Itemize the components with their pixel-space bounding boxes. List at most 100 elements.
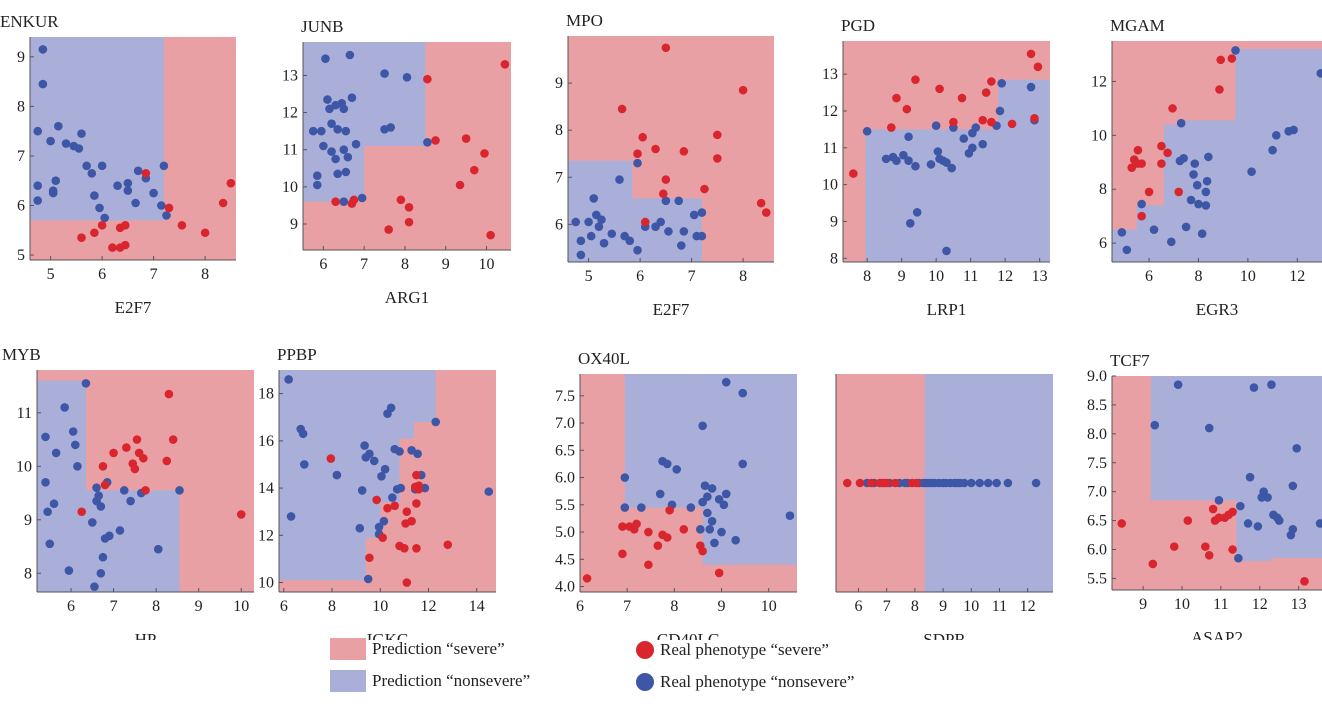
point-nonsevere bbox=[597, 215, 606, 224]
point-nonsevere bbox=[345, 50, 355, 60]
point-severe bbox=[414, 484, 424, 494]
y-tick-label: 4.5 bbox=[555, 551, 575, 568]
point-nonsevere bbox=[997, 79, 1006, 88]
point-severe bbox=[644, 560, 653, 570]
point-nonsevere bbox=[620, 473, 630, 482]
point-nonsevere bbox=[123, 186, 133, 195]
x-tick-label: 10 bbox=[761, 598, 777, 615]
point-nonsevere bbox=[959, 134, 969, 143]
point-severe bbox=[1033, 62, 1043, 72]
point-severe bbox=[164, 203, 174, 213]
x-tick-label: 10 bbox=[1174, 596, 1190, 613]
point-severe bbox=[653, 541, 663, 550]
y-tick-label: 8.0 bbox=[1087, 426, 1107, 443]
point-severe bbox=[349, 195, 359, 205]
panel-cd40lg: 6 7 8 9 10 4.0 4.5 5.0 5.5 6.0 6.5 7.0 7.5 OX40L CD40L… bbox=[555, 349, 797, 640]
figure-panels: 5 6 7 8 5 6 7 8 9 ENKUR E2F7 6 7 8 9 10 9 10 11 12 13 JUNB ARG… bbox=[0, 11, 1322, 640]
point-nonsevere bbox=[719, 500, 729, 510]
point-severe bbox=[226, 178, 236, 188]
point-nonsevere bbox=[1031, 478, 1041, 488]
legend-label-prediction-nonsevere: Prediction “nonsevere” bbox=[372, 671, 531, 690]
point-severe bbox=[987, 117, 996, 127]
y-tick-label: 9.0 bbox=[1087, 368, 1107, 385]
point-severe bbox=[98, 461, 108, 471]
point-severe bbox=[617, 104, 627, 114]
point-nonsevere bbox=[1288, 481, 1298, 491]
y-tick-label: 9 bbox=[24, 512, 32, 529]
point-nonsevere bbox=[662, 459, 672, 469]
point-nonsevere bbox=[905, 219, 915, 228]
point-severe bbox=[949, 117, 958, 127]
y-tick-label: 6.5 bbox=[1087, 513, 1107, 530]
point-nonsevere bbox=[284, 375, 293, 384]
point-nonsevere bbox=[912, 207, 922, 217]
point-nonsevere bbox=[1204, 152, 1213, 162]
point-nonsevere bbox=[113, 181, 122, 190]
x-tick-label: 6 bbox=[319, 256, 327, 273]
point-severe bbox=[164, 389, 174, 399]
point-severe bbox=[582, 574, 592, 583]
x-tick-label: 8 bbox=[863, 268, 871, 285]
point-nonsevere bbox=[1249, 383, 1259, 392]
point-nonsevere bbox=[115, 526, 125, 535]
y-tick-label: 6.5 bbox=[555, 442, 575, 459]
y-tick-label: 6 bbox=[1099, 235, 1107, 252]
point-nonsevere bbox=[33, 196, 43, 205]
point-nonsevere bbox=[1214, 496, 1224, 505]
point-nonsevere bbox=[1192, 180, 1202, 190]
x-tick-label: 7 bbox=[883, 598, 891, 615]
point-severe bbox=[1215, 85, 1224, 94]
region-nonsevere bbox=[414, 370, 436, 422]
point-nonsevere bbox=[978, 139, 988, 149]
point-nonsevere bbox=[96, 568, 106, 578]
x-tick-label: 7 bbox=[110, 598, 118, 615]
region-nonsevere bbox=[624, 374, 703, 508]
y-tick-label: 14 bbox=[258, 480, 274, 497]
point-nonsevere bbox=[904, 132, 913, 142]
region-nonsevere bbox=[1235, 49, 1322, 263]
region-nonsevere bbox=[998, 79, 1050, 262]
point-nonsevere bbox=[1204, 423, 1214, 433]
point-nonsevere bbox=[679, 227, 689, 236]
y-tick-label: 12 bbox=[282, 105, 298, 122]
x-tick-label: 6 bbox=[280, 598, 288, 615]
point-severe bbox=[97, 221, 107, 230]
point-nonsevere bbox=[738, 388, 748, 398]
point-nonsevere bbox=[339, 104, 349, 114]
point-nonsevere bbox=[721, 377, 731, 387]
point-severe bbox=[372, 495, 381, 505]
y-tick-label: 13 bbox=[822, 66, 838, 83]
point-severe bbox=[935, 84, 944, 94]
point-severe bbox=[400, 544, 409, 553]
point-nonsevere bbox=[41, 478, 50, 487]
point-nonsevere bbox=[707, 484, 717, 493]
x-tick-label: 11 bbox=[1213, 596, 1228, 613]
point-severe bbox=[1137, 211, 1146, 221]
point-nonsevere bbox=[38, 79, 48, 89]
point-nonsevere bbox=[620, 503, 630, 512]
point-severe bbox=[331, 197, 340, 207]
legend-label-real-nonsevere: Real phenotype “nonsevere” bbox=[660, 672, 855, 691]
y-tick-label: 12 bbox=[822, 103, 838, 120]
point-nonsevere bbox=[1117, 228, 1127, 237]
point-nonsevere bbox=[1150, 420, 1160, 430]
point-nonsevere bbox=[323, 95, 332, 104]
panel-sdpr: 6 7 8 9 10 11 12 SDPR bbox=[835, 374, 1053, 640]
x-tick-label: 14 bbox=[469, 598, 485, 615]
legend-dot-severe bbox=[636, 641, 654, 659]
point-nonsevere bbox=[73, 461, 82, 471]
y-tick-label: 12 bbox=[1091, 73, 1107, 90]
point-severe bbox=[978, 115, 988, 125]
y-tick-label: 9 bbox=[555, 75, 563, 92]
x-tick-label: 10 bbox=[233, 598, 249, 615]
point-severe bbox=[1117, 519, 1127, 528]
point-nonsevere bbox=[413, 449, 422, 459]
point-nonsevere bbox=[133, 166, 143, 176]
point-nonsevere bbox=[1202, 176, 1212, 186]
point-nonsevere bbox=[175, 486, 184, 495]
point-severe bbox=[1157, 159, 1166, 168]
x-tick-label: 7 bbox=[688, 268, 696, 285]
point-nonsevere bbox=[655, 489, 665, 499]
point-nonsevere bbox=[625, 236, 635, 246]
y-tick-label: 18 bbox=[258, 386, 274, 403]
